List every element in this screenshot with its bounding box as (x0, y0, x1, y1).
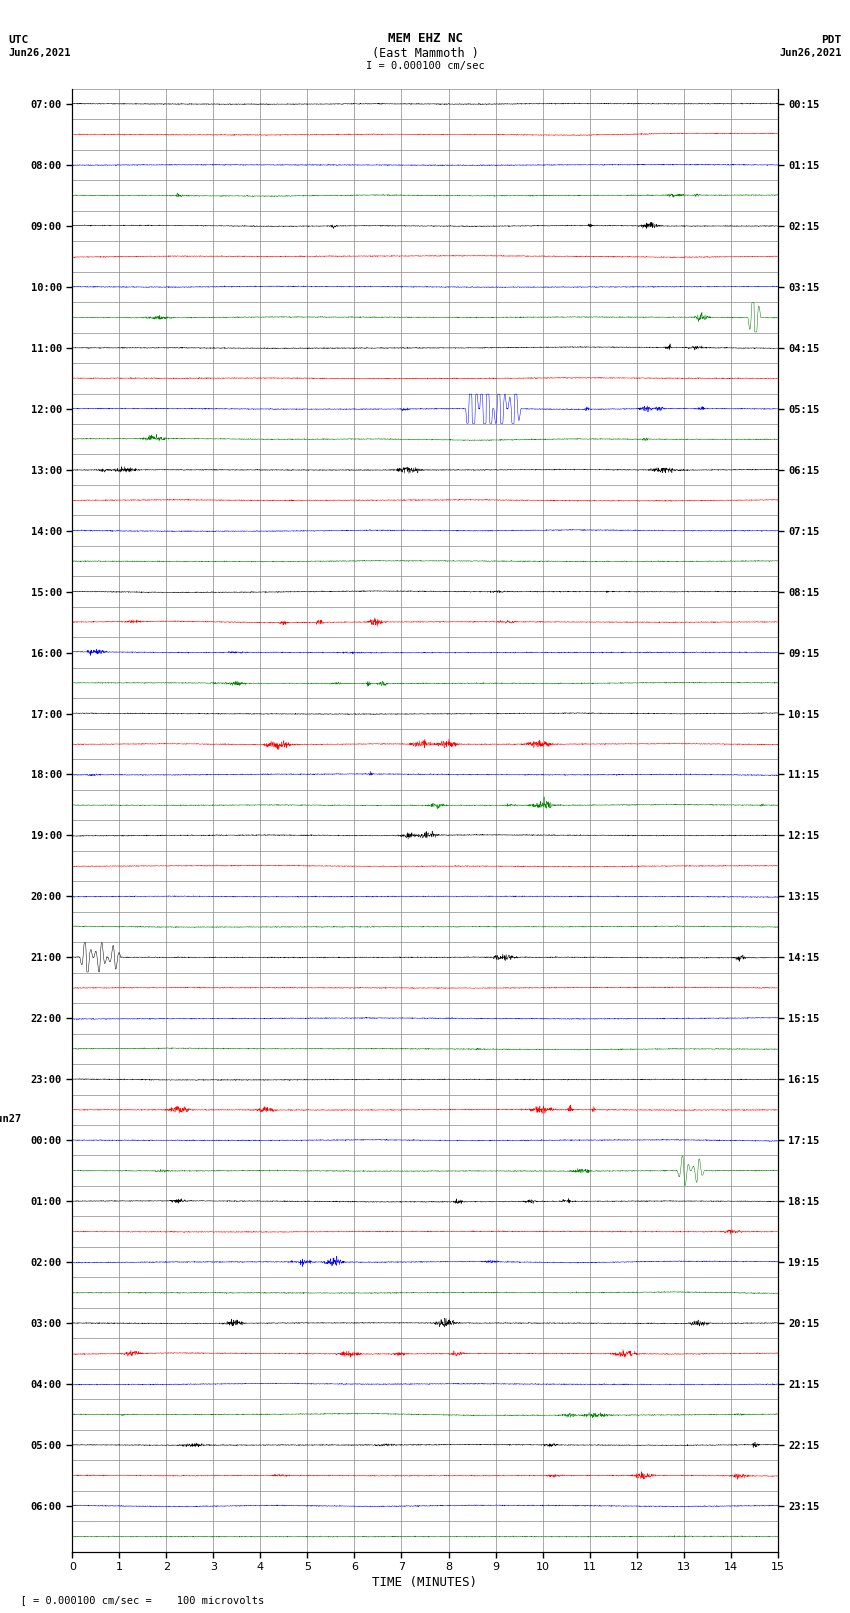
Text: Jun27: Jun27 (0, 1115, 21, 1124)
Text: MEM EHZ NC: MEM EHZ NC (388, 32, 462, 45)
Text: I = 0.000100 cm/sec: I = 0.000100 cm/sec (366, 61, 484, 71)
X-axis label: TIME (MINUTES): TIME (MINUTES) (372, 1576, 478, 1589)
Text: PDT: PDT (821, 35, 842, 45)
Text: Jun26,2021: Jun26,2021 (8, 48, 71, 58)
Text: UTC: UTC (8, 35, 29, 45)
Text: [ = 0.000100 cm/sec =    100 microvolts: [ = 0.000100 cm/sec = 100 microvolts (8, 1595, 264, 1605)
Text: (East Mammoth ): (East Mammoth ) (371, 47, 479, 60)
Text: Jun26,2021: Jun26,2021 (779, 48, 842, 58)
